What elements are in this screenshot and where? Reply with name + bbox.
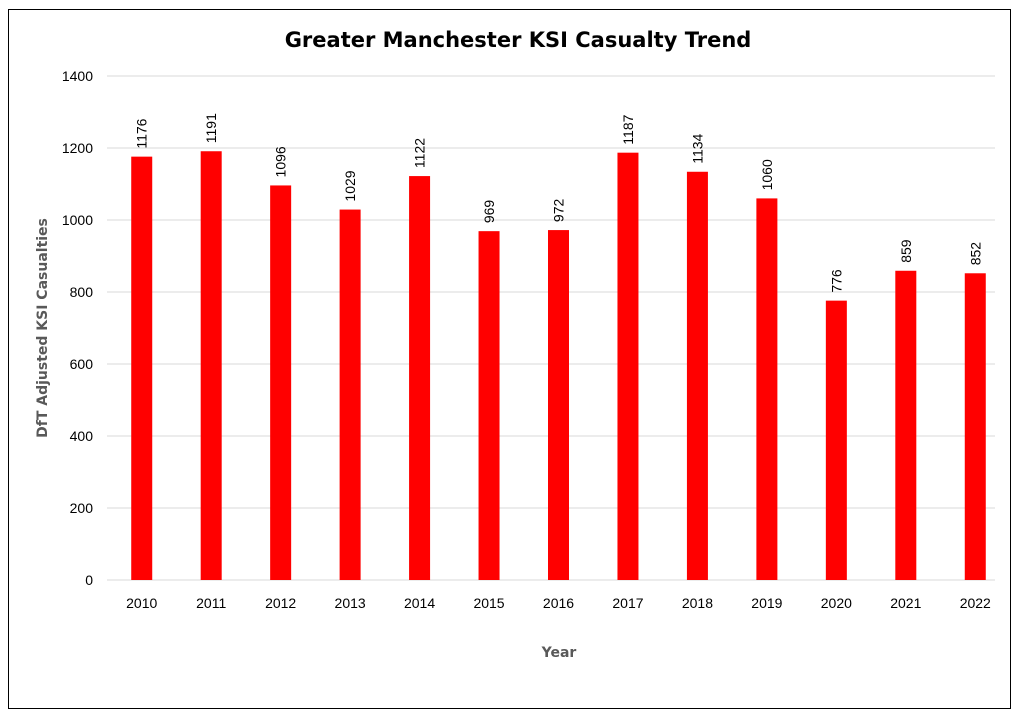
x-tick-label: 2013 xyxy=(335,595,366,611)
data-label: 1176 xyxy=(134,118,150,148)
bar xyxy=(478,231,500,580)
bar xyxy=(200,151,222,581)
bar xyxy=(548,230,569,580)
x-tick-label: 2015 xyxy=(473,595,504,611)
y-axis-ticks: 0 200 400 600 800 1000 1200 1400 xyxy=(62,68,93,588)
bar xyxy=(131,156,153,580)
bar xyxy=(964,273,986,580)
data-labels: 1176 1191 1096 1029 1122 969 972 1187 1134 1060 77… xyxy=(134,113,984,293)
bar xyxy=(409,176,431,580)
data-label: 859 xyxy=(898,239,914,263)
x-axis-ticks: 2010 2011 2012 2013 2014 2015 2016 2017 2018 2019… xyxy=(126,595,991,611)
y-tick-label: 1000 xyxy=(62,212,93,228)
bar xyxy=(617,152,639,580)
data-label: 1187 xyxy=(620,114,636,144)
data-label: 852 xyxy=(967,242,983,266)
bar xyxy=(895,270,917,580)
x-tick-label: 2012 xyxy=(265,595,296,611)
y-tick-label: 800 xyxy=(70,284,94,300)
x-tick-label: 2021 xyxy=(890,595,921,611)
data-label: 969 xyxy=(481,200,497,224)
x-tick-label: 2016 xyxy=(543,595,574,611)
y-tick-label: 600 xyxy=(70,356,94,372)
bar xyxy=(686,171,708,580)
bar xyxy=(339,209,361,580)
x-tick-label: 2014 xyxy=(404,595,435,611)
bars xyxy=(131,151,986,581)
y-tick-label: 400 xyxy=(70,428,94,444)
x-tick-label: 2011 xyxy=(196,595,226,611)
data-label: 1191 xyxy=(203,113,219,143)
data-label: 1134 xyxy=(689,133,705,163)
y-tick-label: 200 xyxy=(70,500,94,516)
y-tick-label: 1200 xyxy=(62,140,93,156)
x-tick-label: 2019 xyxy=(751,595,782,611)
bar xyxy=(756,198,778,580)
data-label: 1060 xyxy=(759,159,775,190)
y-tick-label: 1400 xyxy=(62,68,93,84)
data-label: 972 xyxy=(551,199,567,223)
data-label: 776 xyxy=(828,269,844,293)
data-label: 1029 xyxy=(342,170,358,201)
bar xyxy=(270,185,292,580)
bar xyxy=(825,300,847,580)
chart-title: Greater Manchester KSI Casualty Trend xyxy=(285,28,752,52)
x-tick-label: 2022 xyxy=(960,595,991,611)
y-axis-title: DfT Adjusted KSI Casualties xyxy=(35,218,51,438)
x-tick-label: 2020 xyxy=(821,595,852,611)
data-label: 1096 xyxy=(273,146,289,177)
gridlines xyxy=(107,75,995,509)
x-axis-title: Year xyxy=(541,645,577,661)
x-tick-label: 2018 xyxy=(682,595,713,611)
y-tick-label: 0 xyxy=(85,572,93,588)
data-label: 1122 xyxy=(412,138,428,168)
x-tick-label: 2017 xyxy=(612,595,643,611)
x-tick-label: 2010 xyxy=(126,595,157,611)
